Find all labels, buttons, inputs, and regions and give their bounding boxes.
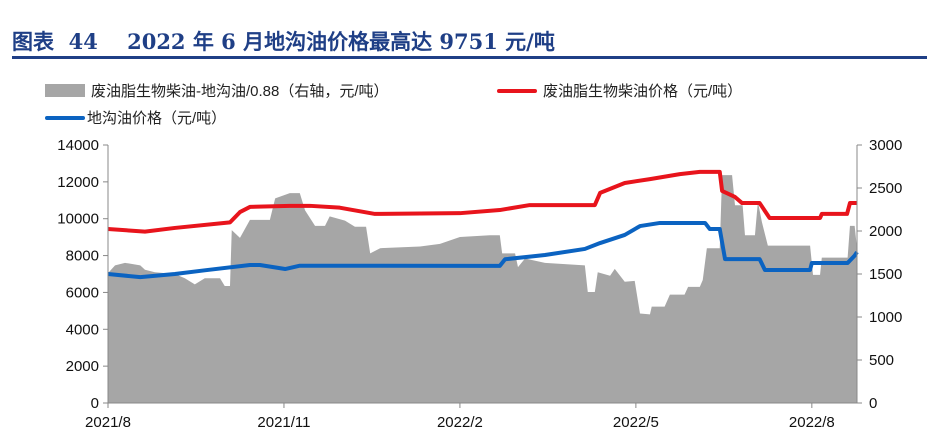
y-tick-label-left: 8000 [66, 248, 99, 265]
y-tick-label-right: 1000 [869, 309, 902, 326]
series-line-blue [107, 220, 859, 280]
legend-swatch-area [45, 84, 85, 97]
y-tick-label-left: 12000 [57, 174, 99, 191]
x-tick-label: 2022/8 [789, 414, 835, 431]
chart-title: 图表 44 2022 年 6 月地沟油价格最高达 9751 元/吨 [12, 29, 555, 54]
legend-swatch-line [497, 88, 537, 93]
x-tick-label: 2022/5 [613, 414, 659, 431]
legend-swatch-line [45, 115, 85, 120]
legend-item-blue: 地沟油价格（元/吨） [45, 107, 226, 128]
y-tick-label-left: 10000 [57, 211, 99, 228]
x-tick-label: 2021/8 [85, 414, 131, 431]
y-tick-label-left: 2000 [66, 358, 99, 375]
y-tick-label-left: 6000 [66, 284, 99, 301]
y-tick-label-left: 4000 [66, 321, 99, 338]
title-divider [12, 56, 927, 59]
legend-label: 地沟油价格（元/吨） [87, 110, 227, 127]
y-tick-label-right: 1500 [869, 266, 902, 283]
legend-item-red: 废油脂生物柴油价格（元/吨） [497, 80, 742, 101]
y-tick-label-right: 0 [869, 395, 877, 412]
x-tick-label: 2022/2 [437, 414, 483, 431]
legend-item-gray: 废油脂生物柴油-地沟油/0.88（右轴，元/吨） [45, 80, 389, 101]
y-tick-label-right: 2000 [869, 223, 902, 240]
series-area-gray [108, 175, 857, 403]
series-line-red [107, 169, 857, 234]
y-tick-label-right: 2500 [869, 180, 902, 197]
legend-label: 废油脂生物柴油价格（元/吨） [543, 83, 743, 100]
y-tick-label-right: 500 [869, 352, 894, 369]
y-tick-label-right: 3000 [869, 137, 902, 154]
y-tick-label-left: 0 [91, 395, 99, 412]
y-tick-label-left: 14000 [57, 137, 99, 154]
legend-label: 废油脂生物柴油-地沟油/0.88（右轴，元/吨） [91, 83, 389, 100]
x-tick-label: 2021/11 [257, 414, 310, 431]
